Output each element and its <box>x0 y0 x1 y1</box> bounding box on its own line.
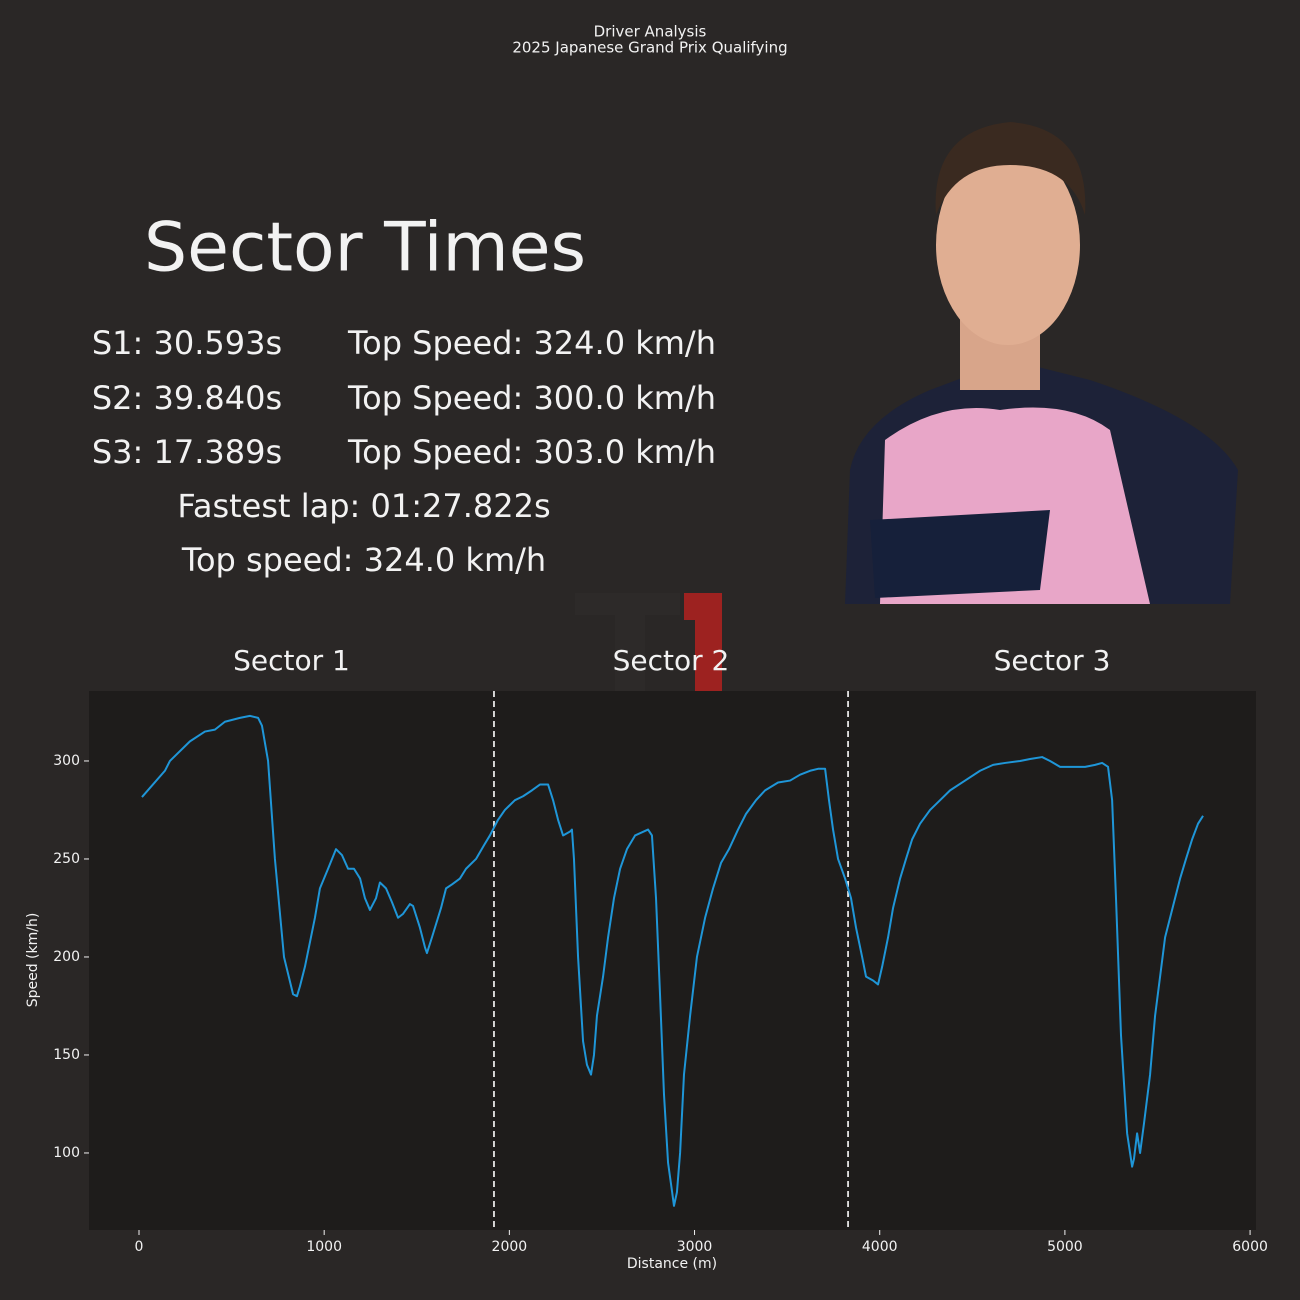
chart-subtitle: 2025 Japanese Grand Prix Qualifying <box>512 39 787 57</box>
logo-part <box>684 593 722 708</box>
speed-trace <box>141 714 1204 1207</box>
x-axis-label: Distance (m) <box>627 1256 717 1272</box>
sector-time: S3: 17.389s <box>92 433 282 471</box>
x-tick-label: 2000 <box>492 1239 528 1255</box>
x-tick-label: 6000 <box>1232 1239 1268 1255</box>
sector-label: Sector 3 <box>994 644 1111 677</box>
chart-title: Driver Analysis <box>594 23 707 41</box>
sector-time: S2: 39.840s <box>92 379 282 417</box>
y-tick-label: 300 <box>53 753 80 769</box>
portrait-head <box>936 145 1080 345</box>
fastest-lap: Fastest lap: 01:27.822s <box>177 487 550 525</box>
y-tick-label: 200 <box>53 949 80 965</box>
f1-logo <box>575 593 722 708</box>
y-axis-label: Speed (km/h) <box>25 913 41 1008</box>
driver-portrait <box>845 122 1238 604</box>
x-tick-label: 1000 <box>306 1239 342 1255</box>
sector-top-speed: Top Speed: 303.0 km/h <box>347 433 716 471</box>
portrait-hair <box>935 122 1086 215</box>
x-tick-label: 3000 <box>677 1239 713 1255</box>
sector-top-speed: Top Speed: 300.0 km/h <box>347 379 716 417</box>
y-tick-label: 150 <box>53 1047 80 1063</box>
overall-top-speed: Top speed: 324.0 km/h <box>181 541 546 579</box>
y-tick-label: 250 <box>53 851 80 867</box>
plot-area <box>89 691 1256 1230</box>
sector-label: Sector 1 <box>233 644 350 677</box>
panel-heading: Sector Times <box>144 209 586 288</box>
x-tick-label: 0 <box>135 1239 144 1255</box>
sector-top-speed: Top Speed: 324.0 km/h <box>347 324 716 362</box>
logo-part <box>575 593 680 708</box>
portrait-logo <box>870 510 1050 598</box>
y-tick-label: 100 <box>53 1145 80 1161</box>
sector-label: Sector 2 <box>613 644 730 677</box>
x-tick-label: 5000 <box>1047 1239 1083 1255</box>
sector-time: S1: 30.593s <box>92 324 282 362</box>
x-tick-label: 4000 <box>862 1239 898 1255</box>
